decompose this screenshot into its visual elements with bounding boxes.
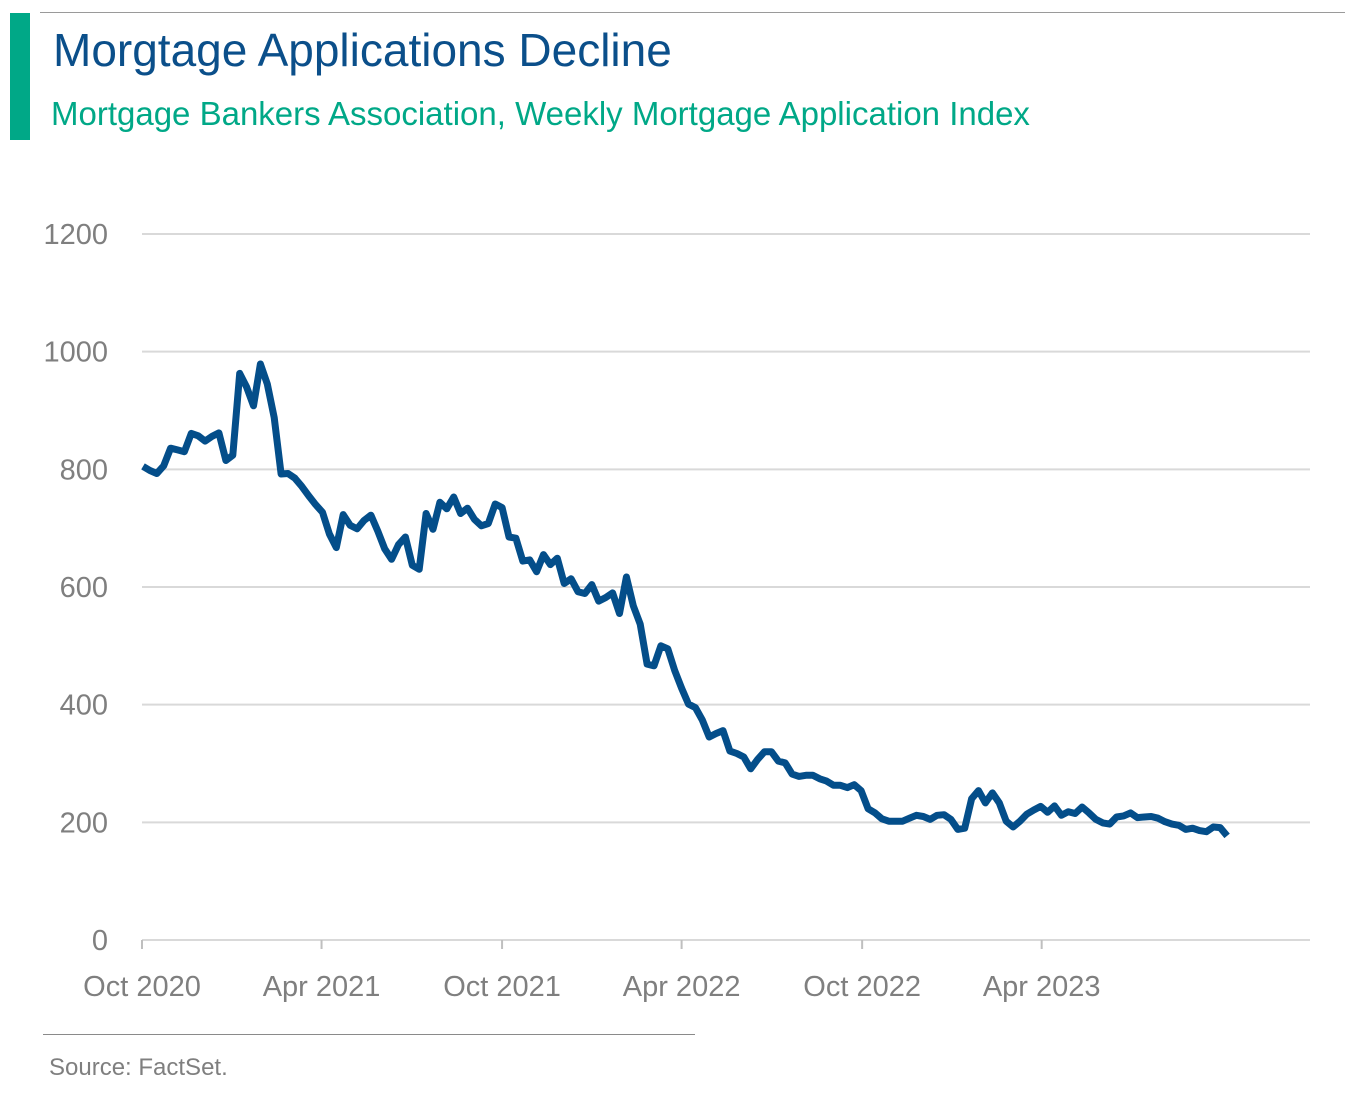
x-tick-label: Apr 2023 bbox=[983, 971, 1101, 1003]
chart-title: Morgtage Applications Decline bbox=[53, 24, 672, 76]
series-layer bbox=[141, 360, 1230, 839]
y-tick-label: 1200 bbox=[43, 219, 108, 251]
x-axis: Oct 2020 Apr 2021 Oct 2021 Apr 2022 Oct 2022… bbox=[83, 939, 1310, 1003]
top-rule bbox=[40, 12, 1345, 13]
source-note: Source: FactSet. bbox=[49, 1054, 228, 1081]
y-tick-label: 0 bbox=[92, 925, 108, 957]
y-axis-tick-labels: 0 200 400 600 800 1000 1200 bbox=[43, 219, 108, 957]
y-tick-label: 1000 bbox=[43, 337, 108, 369]
y-tick-label: 800 bbox=[60, 454, 108, 486]
accent-bar bbox=[10, 13, 30, 140]
x-tick-label: Apr 2022 bbox=[623, 971, 741, 1003]
x-tick-label: Apr 2021 bbox=[263, 971, 381, 1003]
x-tick-label: Oct 2020 bbox=[83, 971, 201, 1003]
y-tick-label: 200 bbox=[60, 807, 108, 839]
grid-lines bbox=[142, 233, 1310, 824]
x-tick-label: Oct 2022 bbox=[803, 971, 921, 1003]
series-line bbox=[141, 360, 1230, 839]
y-tick-label: 600 bbox=[60, 572, 108, 604]
chart-subtitle: Mortgage Bankers Association, Weekly Mor… bbox=[51, 95, 1030, 132]
source-divider bbox=[43, 1034, 695, 1035]
y-tick-label: 400 bbox=[60, 690, 108, 722]
x-tick-label: Oct 2021 bbox=[443, 971, 561, 1003]
